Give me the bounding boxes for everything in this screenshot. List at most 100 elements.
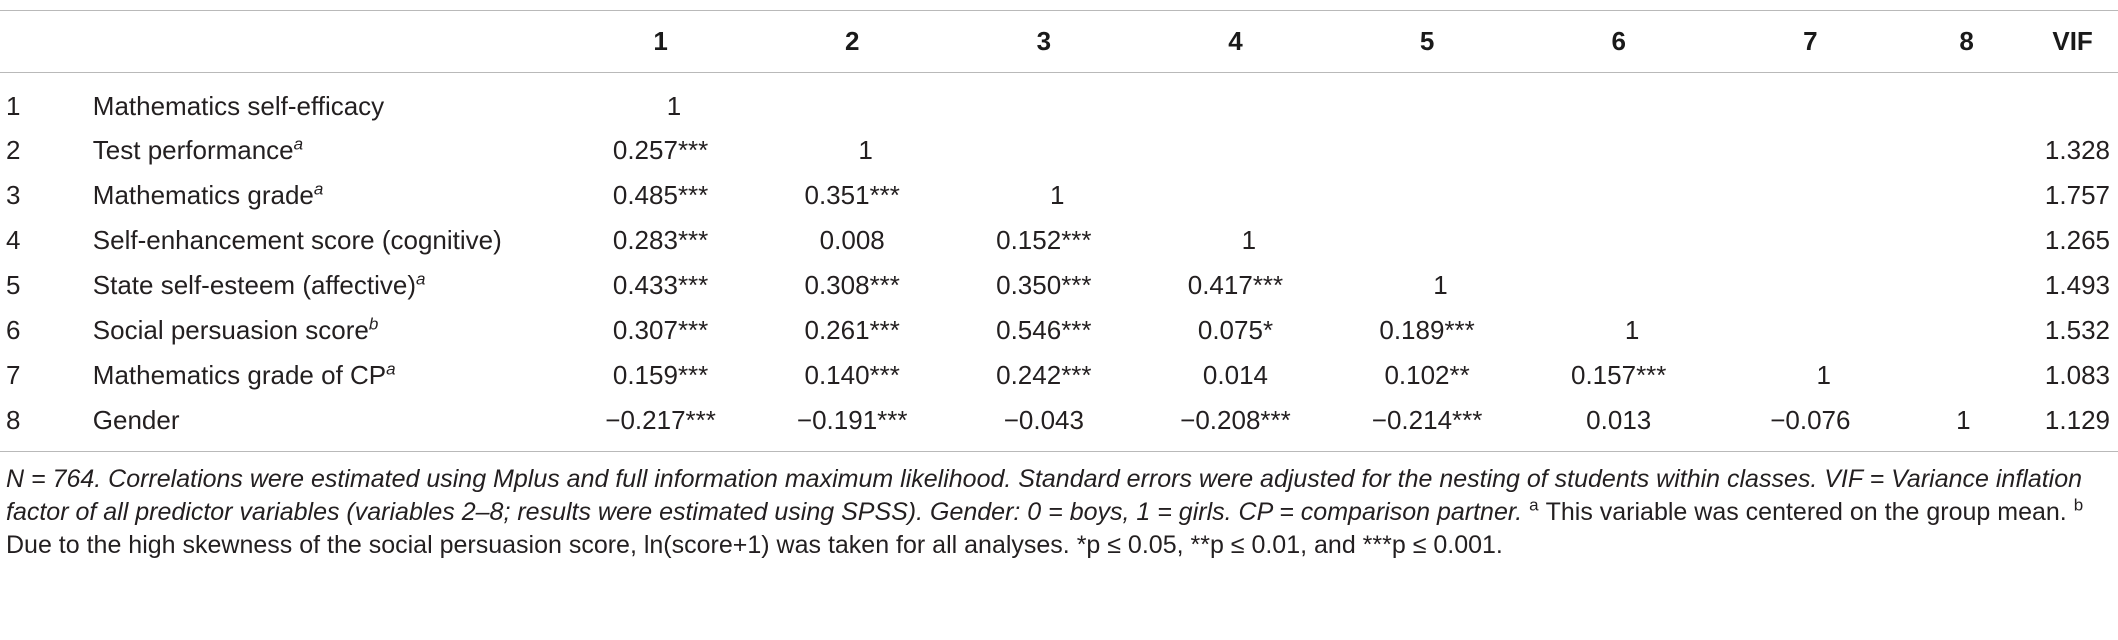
correlation-cell: 1 — [1523, 308, 1715, 353]
vif-value: 1.493 — [2044, 270, 2110, 300]
correlation-cell: 0.102** — [1331, 353, 1523, 398]
row-label-footnote-mark: a — [293, 134, 304, 154]
correlation-cell: −0.191*** — [756, 398, 948, 443]
correlation-cell: 0.014 — [1140, 353, 1332, 398]
correlation-cell: 1 — [948, 173, 1140, 218]
correlation-cell: 0.008 — [756, 218, 948, 263]
correlation-value: −0.217*** — [605, 405, 716, 435]
correlation-value: 1 — [1241, 225, 1257, 255]
correlation-cell — [948, 72, 1140, 128]
correlation-value: −0.043 — [1003, 405, 1084, 435]
correlation-cell — [1715, 72, 1907, 128]
correlation-value: 0.189*** — [1379, 315, 1475, 345]
row-label: Mathematics grade of CPa — [93, 353, 565, 398]
correlation-cell — [1331, 173, 1523, 218]
correlation-cell: 0.242*** — [948, 353, 1140, 398]
row-label-text: Mathematics grade — [92, 180, 314, 210]
table-row: 1 Mathematics self-efficacy 1 — [0, 72, 2118, 128]
correlation-value: 0.350*** — [996, 270, 1092, 300]
vif-value: 1.757 — [2044, 180, 2110, 210]
correlation-value: 0.351*** — [804, 180, 900, 210]
correlation-cell — [1906, 128, 2027, 173]
row-label-text: Test performance — [92, 135, 294, 165]
correlation-value: 0.546*** — [996, 315, 1092, 345]
correlation-cell: −0.208*** — [1140, 398, 1332, 443]
column-header-6: 6 — [1611, 25, 1626, 56]
correlation-table: 1 2 3 4 5 6 7 8 VIF 1 Mathematics self-efficacy 1 2… — [0, 10, 2118, 443]
row-index: 5 — [6, 270, 21, 300]
vif-value — [2027, 72, 2118, 128]
correlation-cell: −0.217*** — [565, 398, 757, 443]
correlation-cell: 0.546*** — [948, 308, 1140, 353]
correlation-cell: 0.157*** — [1523, 353, 1715, 398]
correlation-value: 1 — [666, 90, 682, 121]
correlation-cell: 1 — [1140, 218, 1332, 263]
correlation-cell: 1 — [565, 72, 757, 128]
vif-value: 1.532 — [2044, 315, 2110, 345]
correlation-value: 0.283*** — [612, 225, 709, 255]
correlation-value: 0.075* — [1197, 315, 1274, 345]
table-row: 5 State self-esteem (affective)a 0.433*** 0… — [0, 263, 2118, 308]
top-rule — [0, 10, 2118, 11]
correlation-cell: −0.214*** — [1331, 398, 1523, 443]
correlation-cell: 0.433*** — [565, 263, 757, 308]
column-header-8: 8 — [1959, 25, 1974, 56]
correlation-cell — [1140, 128, 1332, 173]
correlation-cell: 0.189*** — [1331, 308, 1523, 353]
column-header-4: 4 — [1228, 25, 1243, 56]
row-label-text: Social persuasion score — [92, 315, 369, 345]
row-label-footnote-mark: b — [368, 314, 379, 334]
row-index: 3 — [6, 180, 21, 210]
correlation-cell — [1523, 173, 1715, 218]
correlation-cell: −0.076 — [1715, 398, 1907, 443]
row-label: Gender — [93, 398, 565, 443]
row-label-text: Self-enhancement score (cognitive) — [92, 225, 502, 255]
header-row: 1 2 3 4 5 6 7 8 VIF — [0, 10, 2118, 72]
correlation-value: 0.257*** — [612, 135, 709, 165]
correlation-value: −0.191*** — [796, 405, 908, 435]
correlation-value: 0.159*** — [612, 360, 709, 390]
correlation-cell: 0.485*** — [565, 173, 757, 218]
table-row: 3 Mathematics gradea 0.485*** 0.351*** 1 1.75… — [0, 173, 2118, 218]
table-row: 4 Self-enhancement score (cognitive) 0.283… — [0, 218, 2118, 263]
correlation-cell — [1906, 218, 2027, 263]
row-label: Mathematics self-efficacy — [93, 72, 565, 128]
correlation-value: −0.214*** — [1371, 405, 1483, 435]
bottom-rule — [0, 451, 2118, 452]
correlation-value: 0.157*** — [1571, 360, 1667, 390]
row-label-footnote-mark: a — [386, 359, 396, 379]
table-body: 1 Mathematics self-efficacy 1 2 Test perform… — [0, 72, 2118, 443]
correlation-cell — [1906, 308, 2027, 353]
correlation-cell — [1906, 72, 2027, 128]
correlation-cell — [1715, 218, 1907, 263]
correlation-cell — [1331, 72, 1523, 128]
correlation-cell: −0.043 — [948, 398, 1140, 443]
vif-value: 1.328 — [2044, 135, 2110, 165]
correlation-cell: 0.152*** — [948, 218, 1140, 263]
row-label: Test performancea — [93, 128, 565, 173]
correlation-cell — [1906, 173, 2027, 218]
correlation-cell — [756, 72, 948, 128]
footnote-mark-b: b — [2073, 495, 2084, 515]
row-label: Self-enhancement score (cognitive) — [93, 218, 565, 263]
row-index: 6 — [6, 315, 21, 345]
row-label-footnote-mark: a — [416, 269, 426, 289]
correlation-cell: 1 — [1331, 263, 1523, 308]
correlation-cell: 0.075* — [1140, 308, 1332, 353]
correlation-cell: 0.307*** — [565, 308, 757, 353]
correlation-value: 1 — [1816, 360, 1831, 390]
correlation-value: 0.261*** — [804, 315, 900, 345]
row-label: State self-esteem (affective)a — [93, 263, 565, 308]
correlation-cell: 0.308*** — [756, 263, 948, 308]
header-blank-idx — [0, 10, 93, 72]
correlation-cell: 1 — [1715, 353, 1907, 398]
correlation-value: −0.076 — [1770, 405, 1851, 435]
correlation-value: 0.242*** — [996, 360, 1092, 390]
table-row: 6 Social persuasion scoreb 0.307*** 0.261**… — [0, 308, 2118, 353]
row-index: 2 — [6, 135, 21, 165]
vif-value: 1.265 — [2044, 225, 2110, 255]
correlation-cell — [1523, 72, 1715, 128]
footnote-text-2: This variable was centered on the group … — [1545, 498, 2067, 526]
correlation-value: 0.152*** — [996, 225, 1092, 255]
correlation-cell: 0.261*** — [756, 308, 948, 353]
